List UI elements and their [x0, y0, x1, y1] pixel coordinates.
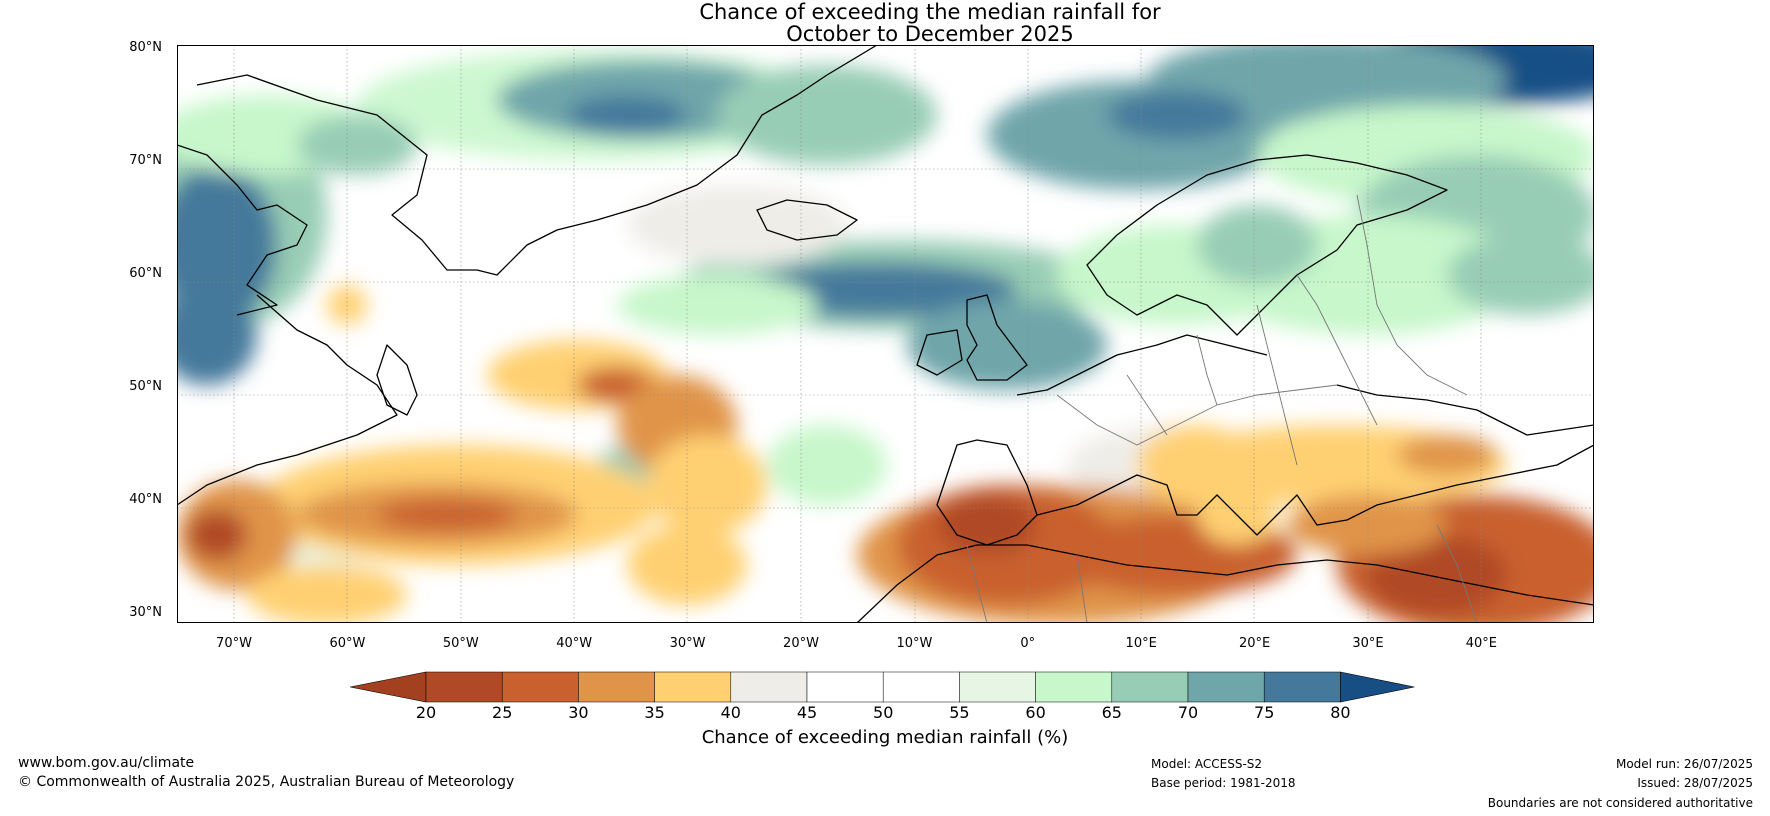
colorbar-tick-label: 35	[644, 703, 665, 722]
latitude-label: 30°N	[129, 605, 162, 620]
longitude-label: 0°	[1020, 636, 1036, 651]
footer-copyright: © Commonwealth of Australia 2025, Austra…	[18, 774, 515, 790]
colorbar-tick-label: 45	[796, 703, 818, 722]
footer-url: www.bom.gov.au/climate	[18, 755, 195, 771]
colorbar-segment	[882, 671, 960, 703]
longitude-label: 70°W	[216, 636, 252, 651]
colorbar-extend-low	[350, 671, 427, 703]
longitude-label: 30°E	[1352, 636, 1384, 651]
longitude-label: 10°W	[896, 636, 933, 651]
longitude-label: 20°E	[1238, 636, 1271, 651]
latitude-label: 50°N	[129, 379, 162, 394]
map-title-line-1: Chance of exceeding the median rainfall …	[699, 0, 1161, 24]
graticule	[177, 45, 1594, 623]
colorbar-tick-label: 55	[949, 703, 970, 722]
colorbar-tick-label: 65	[1101, 703, 1122, 722]
footer-issued: Issued: 28/07/2025	[1637, 776, 1753, 790]
colorbar-tick-label: 70	[1177, 703, 1199, 722]
colorbar-extend-high	[1340, 671, 1415, 703]
footer-model-run: Model run: 26/07/2025	[1615, 757, 1753, 771]
colorbar-segment	[1035, 671, 1113, 703]
colorbar-segment	[1263, 671, 1341, 703]
footer-base-period: Base period: 1981-2018	[1151, 776, 1296, 790]
colorbar-segment	[959, 671, 1036, 703]
colorbar-segment	[425, 671, 503, 703]
longitude-label: 50°W	[442, 636, 479, 651]
footer-model: Model: ACCESS-S2	[1151, 757, 1263, 771]
map-title-line-2: October to December 2025	[786, 22, 1074, 46]
coastlines	[177, 45, 1594, 623]
colorbar	[350, 671, 1415, 703]
colorbar-segment	[730, 671, 808, 703]
colorbar-tick-label: 80	[1330, 703, 1351, 722]
colorbar-tick-label: 50	[873, 703, 894, 722]
colorbar-segment	[654, 671, 732, 703]
colorbar-segment	[501, 671, 579, 703]
colorbar-tick-label: 25	[492, 703, 513, 722]
colorbar-tick-label: 60	[1025, 703, 1046, 722]
longitude-label: 40°W	[556, 636, 593, 651]
colorbar-segment	[1187, 671, 1265, 703]
colorbar-tick-label: 40	[720, 703, 741, 722]
latitude-label: 60°N	[129, 266, 162, 281]
rainfall-map	[177, 45, 1594, 623]
anomaly-shading	[177, 45, 1594, 623]
longitude-label: 40°E	[1465, 636, 1498, 651]
colorbar-segment	[1111, 671, 1189, 703]
colorbar-tick-label: 75	[1254, 703, 1275, 722]
longitude-label: 30°W	[669, 636, 706, 651]
longitude-label: 60°W	[329, 636, 366, 651]
map-border	[177, 45, 1594, 623]
latitude-label: 70°N	[129, 153, 162, 168]
country-borders	[966, 194, 1478, 623]
colorbar-label: Chance of exceeding median rainfall (%)	[701, 727, 1069, 748]
colorbar-tick-label: 30	[568, 703, 589, 722]
latitude-label: 40°N	[129, 492, 162, 507]
latitude-label: 80°N	[129, 40, 162, 55]
longitude-label: 10°E	[1125, 636, 1157, 651]
colorbar-tick-label: 20	[415, 703, 437, 722]
footer-disclaimer: Boundaries are not considered authoritat…	[1487, 796, 1753, 810]
colorbar-segment	[806, 671, 884, 703]
colorbar-segment	[578, 671, 655, 703]
longitude-label: 20°W	[783, 636, 819, 651]
